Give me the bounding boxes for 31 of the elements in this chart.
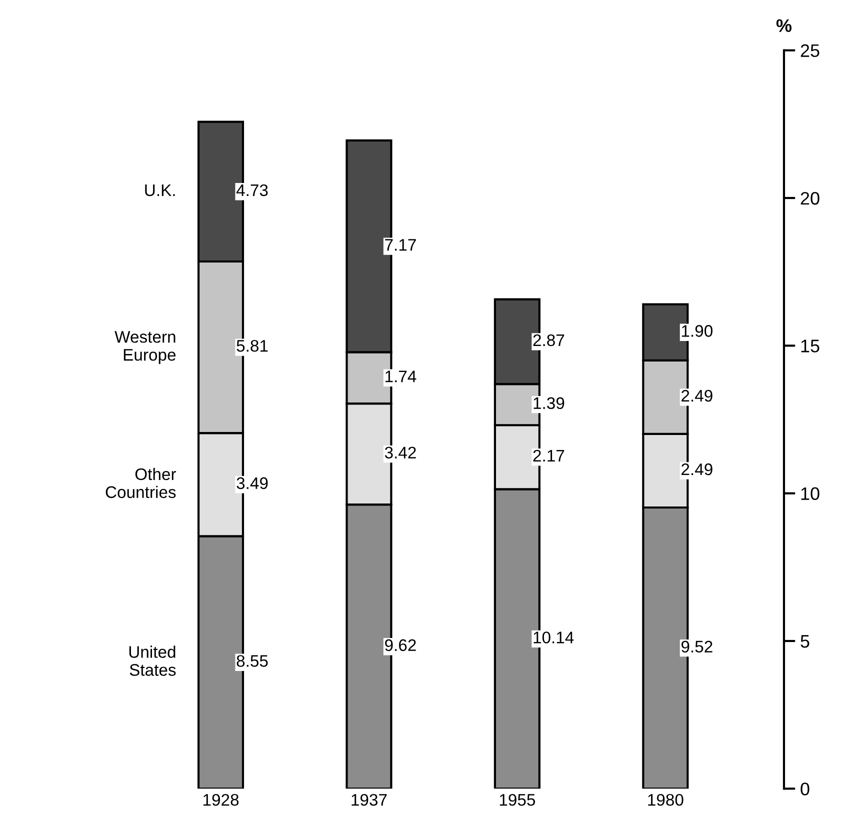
series-label: United States: [129, 646, 176, 676]
data-label: 1.90: [682, 325, 712, 337]
y-tick-label: 25: [800, 44, 820, 58]
x-tick-label: 1980: [648, 794, 684, 806]
data-label: 9.52: [681, 640, 712, 653]
series-label: U.K.: [145, 184, 175, 196]
data-label: 4.73: [236, 184, 268, 196]
data-label: 2.49: [682, 390, 712, 402]
data-label: 2.17: [533, 450, 564, 462]
x-tick-label: 1955: [500, 794, 536, 806]
y-tick-label: 15: [801, 340, 820, 352]
data-label: 1.74: [386, 370, 416, 382]
data-label: 8.55: [236, 655, 268, 667]
data-label: 7.17: [385, 239, 416, 251]
y-tick-label: 10: [801, 487, 820, 500]
y-tick-label: 0: [800, 782, 810, 796]
x-tick-label: 1928: [203, 794, 239, 806]
data-label: 9.62: [385, 639, 416, 652]
y-tick-label: 5: [800, 635, 810, 648]
data-label: 2.87: [533, 334, 564, 346]
data-label: 2.49: [682, 463, 712, 476]
data-label: 10.14: [534, 632, 574, 644]
data-label: 3.49: [236, 477, 268, 490]
series-label: Other Countries: [106, 468, 176, 498]
y-tick-label: 20: [800, 192, 820, 205]
series-label: Western Europe: [114, 331, 176, 364]
x-tick-label: 1937: [352, 794, 387, 806]
data-label: 5.81: [236, 340, 268, 352]
data-label: 1.39: [534, 397, 564, 410]
data-label: 3.42: [384, 446, 416, 459]
y-axis-title: %: [776, 19, 792, 32]
